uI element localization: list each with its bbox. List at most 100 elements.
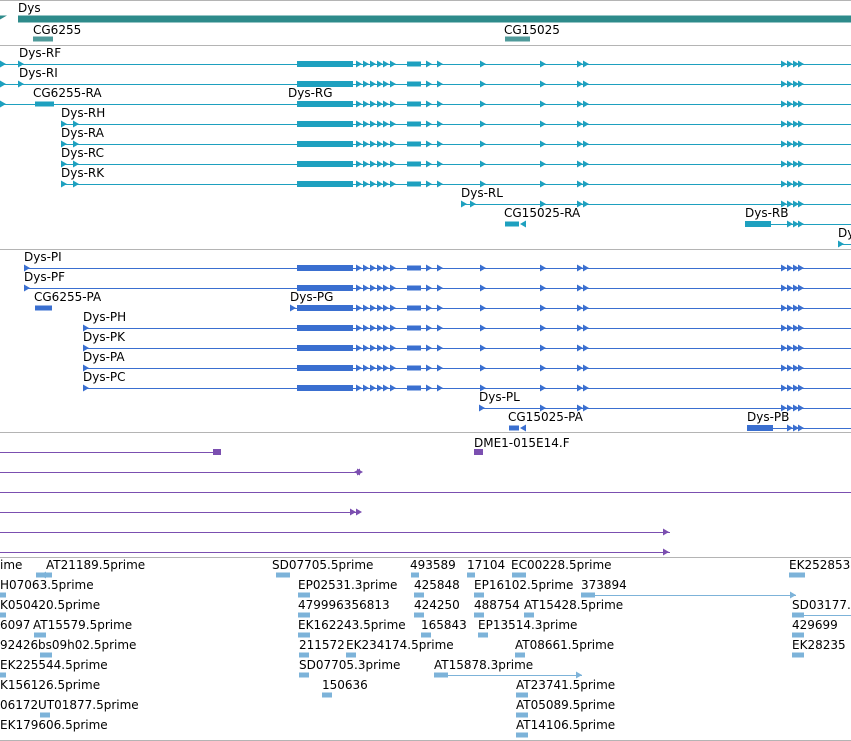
est-label[interactable]: 488754 <box>474 598 520 612</box>
est-label[interactable]: AT23741.5prime <box>516 678 616 692</box>
protein-label-pg[interactable]: Dys-PG <box>290 290 334 304</box>
est-label[interactable]: 493589 <box>410 558 456 572</box>
exon-block <box>35 305 52 311</box>
transcript-label-rh[interactable]: Dys-RH <box>61 106 106 120</box>
est-label[interactable]: 373894 <box>581 578 627 592</box>
transcript-label-rg[interactable]: Dys-RG <box>288 86 333 100</box>
est-label[interactable]: AT15579.5prime <box>33 618 133 632</box>
est-label[interactable]: 150636 <box>322 678 368 692</box>
exon-arrow <box>370 284 376 292</box>
gene-label-dys[interactable]: Dys <box>18 1 41 15</box>
est-label[interactable]: 92426 <box>0 638 39 652</box>
est-label[interactable]: 211572 <box>299 638 345 652</box>
exon-arrow <box>793 304 799 312</box>
est-label[interactable]: EP02531.3prime <box>298 578 398 592</box>
est-label[interactable]: EK162243.5prime <box>298 618 406 632</box>
exon-arrow <box>363 264 369 272</box>
exon-block <box>505 221 519 227</box>
alignment-label-dme1[interactable]: DME1-015E14.F <box>474 436 570 450</box>
est-label[interactable]: K050420.5prime <box>0 598 101 612</box>
est-label[interactable]: 424250 <box>414 598 460 612</box>
protein-label-cg15025-pa[interactable]: CG15025-PA <box>508 410 583 424</box>
exon-arrow <box>426 140 432 148</box>
transcript-label-ra[interactable]: Dys-RA <box>61 126 104 140</box>
exon-arrow <box>377 80 383 88</box>
protein-label-pa[interactable]: Dys-PA <box>83 350 125 364</box>
protein-label-cg6255-pa[interactable]: CG6255-PA <box>34 290 102 304</box>
exon-arrow <box>356 120 362 128</box>
est-label[interactable]: SD03177. <box>792 598 851 612</box>
est-label[interactable]: EK252853 <box>789 558 851 572</box>
est-label[interactable]: 17104 <box>467 558 506 572</box>
gene-label-cg15025[interactable]: CG15025 <box>504 23 560 37</box>
exon-arrow <box>377 264 383 272</box>
protein-label-pi[interactable]: Dys-PI <box>24 250 62 264</box>
exon-arrow <box>461 200 467 208</box>
exon-arrow <box>540 140 546 148</box>
est-label[interactable]: AT15878.3prime <box>434 658 534 672</box>
transcript-label-rl[interactable]: Dys-RL <box>461 186 503 200</box>
est-label[interactable]: K156126.5prime <box>0 678 101 692</box>
exon-block <box>297 81 353 87</box>
est-block <box>299 672 309 678</box>
est-label[interactable]: EP13514.3prime <box>478 618 578 632</box>
exon-arrow <box>437 100 443 108</box>
exon-arrow <box>583 264 589 272</box>
est-label[interactable]: bs09h02.5prime <box>38 638 137 652</box>
est-label[interactable]: AT15428.5prime <box>524 598 624 612</box>
exon-arrow <box>787 200 793 208</box>
est-label[interactable]: 425848 <box>414 578 460 592</box>
exon-arrow <box>83 364 89 372</box>
est-label[interactable]: SD07705.5prime <box>272 558 374 572</box>
gene-label-cg6255[interactable]: CG6255 <box>33 23 82 37</box>
exon-arrow <box>540 264 546 272</box>
protein-label-pc[interactable]: Dys-PC <box>83 370 126 384</box>
est-label[interactable]: AT21189.5prime <box>46 558 146 572</box>
est-label[interactable]: AT05089.5prime <box>516 698 616 712</box>
est-label[interactable]: AT14106.5prime <box>516 718 616 732</box>
protein-label-ph[interactable]: Dys-PH <box>83 310 127 324</box>
transcript-label-rk[interactable]: Dys-RK <box>61 166 105 180</box>
est-block <box>276 572 290 578</box>
est-label[interactable]: SD07705.3prime <box>299 658 401 672</box>
est-label[interactable]: EK225544.5prime <box>0 658 108 672</box>
exon-arrow <box>290 304 296 312</box>
exon-block <box>745 221 771 227</box>
est-label[interactable]: EK234174.5prime <box>346 638 454 652</box>
est-label[interactable]: 479996356813 <box>298 598 390 612</box>
exon-arrow <box>577 324 583 332</box>
est-label[interactable]: EK179606.5prime <box>0 718 108 732</box>
exon-arrow <box>781 180 787 188</box>
est-label[interactable]: EK28235 <box>792 638 846 652</box>
transcript-label-rc[interactable]: Dys-RC <box>61 146 105 160</box>
est-label[interactable]: EC00228.5prime <box>511 558 612 572</box>
protein-label-pf[interactable]: Dys-PF <box>24 270 66 284</box>
exon-arrow <box>793 80 799 88</box>
est-label[interactable]: AT08661.5prime <box>515 638 615 652</box>
est-label[interactable]: 429699 <box>792 618 838 632</box>
est-label[interactable]: UT01877.5prime <box>38 698 139 712</box>
est-label[interactable]: ime <box>0 558 23 572</box>
transcript-label-rf[interactable]: Dys-RF <box>19 46 62 60</box>
transcript-label-rd[interactable]: Dy <box>838 226 851 240</box>
protein-label-pk[interactable]: Dys-PK <box>83 330 126 344</box>
transcript-label-cg15025-ra[interactable]: CG15025-RA <box>504 206 581 220</box>
exon-arrow <box>781 120 787 128</box>
est-label[interactable]: 06172 <box>0 698 39 712</box>
transcript-label-ri[interactable]: Dys-RI <box>19 66 58 80</box>
exon-arrow <box>798 344 804 352</box>
est-label[interactable]: 6097 <box>0 618 31 632</box>
est-block <box>515 652 525 658</box>
est-label[interactable]: EP16102.5prime <box>474 578 574 592</box>
protein-label-pb[interactable]: Dys-PB <box>747 410 790 424</box>
est-block <box>524 612 534 618</box>
exon-arrow <box>479 404 485 412</box>
est-label[interactable]: 165843 <box>421 618 467 632</box>
exon-arrow <box>480 344 486 352</box>
est-label[interactable]: H07063.5prime <box>0 578 94 592</box>
transcript-label-cg6255-ra[interactable]: CG6255-RA <box>33 86 102 100</box>
transcript-label-rb[interactable]: Dys-RB <box>745 206 789 220</box>
protein-label-pl[interactable]: Dys-PL <box>479 390 520 404</box>
exon-arrow <box>577 284 583 292</box>
